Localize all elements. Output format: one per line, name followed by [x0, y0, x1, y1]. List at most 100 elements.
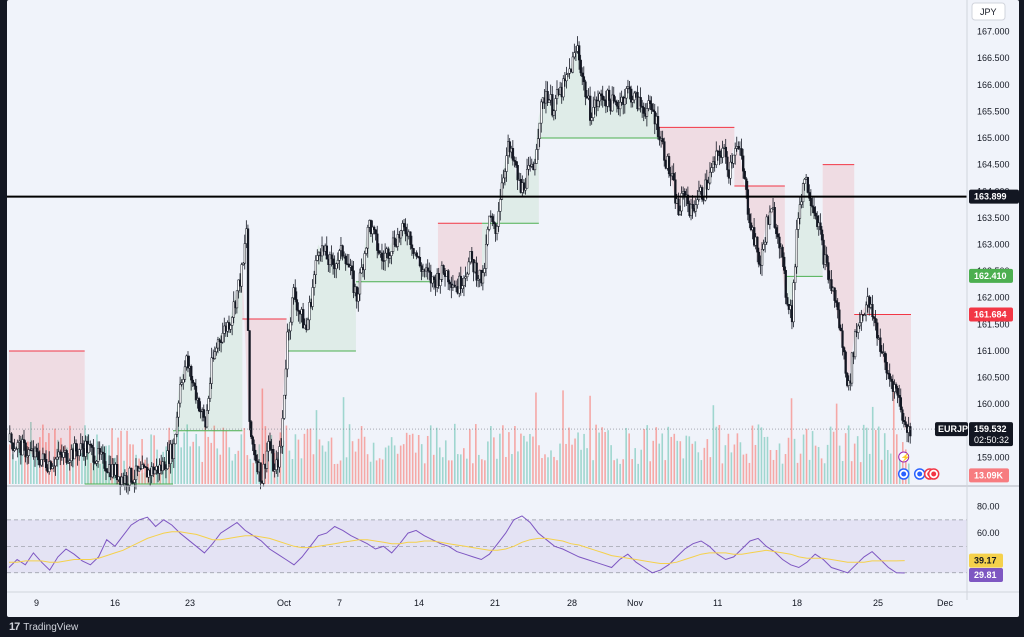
- chart-canvas[interactable]: 167.000 166.500 166.000 165.500 165.000 164.5…: [7, 0, 1019, 617]
- candle-body: [678, 210, 682, 215]
- volume-bar: [661, 433, 664, 484]
- volume-bar: [252, 462, 255, 484]
- candle-body: [548, 99, 551, 103]
- volume-bar: [547, 457, 549, 484]
- candle-body: [872, 316, 876, 319]
- volume-bar: [438, 447, 441, 484]
- volume-bar: [354, 451, 357, 484]
- candle-body: [404, 226, 407, 235]
- candle-body: [24, 442, 27, 458]
- volume-bar: [291, 459, 294, 484]
- volume-bar: [850, 461, 853, 484]
- candle-body: [527, 165, 530, 170]
- volume-bar: [526, 441, 528, 484]
- candle-body: [115, 464, 119, 481]
- candle-body: [16, 442, 19, 450]
- volume-bar: [216, 448, 219, 484]
- volume-bar: [426, 435, 429, 484]
- volume-bar: [204, 424, 207, 484]
- supertrend-fill: [173, 265, 243, 447]
- volume-bar: [691, 443, 694, 484]
- volume-bar: [312, 454, 315, 484]
- candle-body: [768, 211, 772, 225]
- candle-body: [896, 388, 899, 396]
- volume-bar: [315, 410, 318, 484]
- volume-bar: [610, 445, 612, 484]
- candle-body: [614, 100, 617, 103]
- volume-bar: [742, 454, 745, 484]
- rsi-tick-label: 80.00: [977, 502, 1000, 512]
- candle-body: [797, 218, 800, 230]
- volume-bar: [75, 445, 77, 484]
- candle-body: [844, 351, 847, 374]
- flash-event-icon: [898, 451, 910, 463]
- volume-bar: [487, 441, 489, 484]
- candle-body: [448, 281, 452, 285]
- volume-bar: [517, 451, 519, 484]
- rsi-label-box: [969, 568, 1003, 583]
- candle-body: [402, 223, 406, 228]
- volume-bar: [78, 454, 80, 484]
- candle-body: [486, 229, 489, 245]
- candle-body: [890, 378, 893, 382]
- volume-bar: [387, 445, 390, 484]
- volume-bar: [153, 435, 155, 484]
- time-tick-label: 11: [713, 598, 722, 608]
- supertrend-fill: [9, 350, 85, 463]
- candle-body: [488, 215, 491, 230]
- volume-bar: [102, 446, 104, 484]
- volume-bar: [423, 463, 426, 484]
- candle-body: [808, 192, 811, 199]
- volume-bar: [402, 444, 405, 484]
- candle-body: [674, 179, 677, 204]
- volume-bar: [393, 445, 396, 484]
- volume-bar: [390, 437, 393, 484]
- candle-body: [571, 56, 575, 73]
- candle-body: [601, 95, 604, 100]
- volume-bar: [463, 448, 465, 484]
- volume-bar: [33, 459, 35, 484]
- volume-bar: [712, 405, 715, 484]
- candle-body: [194, 385, 198, 401]
- candle-body: [642, 107, 645, 114]
- volume-bar: [694, 441, 697, 484]
- volume-bar: [796, 462, 799, 484]
- candle-body: [311, 287, 314, 307]
- candle-body: [806, 177, 809, 193]
- volume-bar: [177, 405, 179, 484]
- tradingview-logo[interactable]: 17 TradingView: [9, 621, 78, 633]
- candle-body: [596, 100, 600, 107]
- rsi-ma-label-box: [969, 553, 1003, 568]
- candle-body: [439, 279, 442, 286]
- volume-bar: [54, 428, 56, 484]
- volume-bar: [562, 390, 564, 484]
- volume-bar: [856, 436, 859, 484]
- candle-body: [347, 263, 351, 268]
- volume-bar: [336, 463, 339, 484]
- candle-body: [384, 252, 387, 261]
- candle-body: [418, 256, 422, 266]
- volume-bar: [63, 445, 65, 484]
- candle-body: [628, 86, 631, 90]
- supertrend-up-label: 162.410: [974, 271, 1007, 281]
- volume-bar: [499, 433, 501, 484]
- price-tick-label: 166.000: [977, 80, 1010, 90]
- candle-body: [243, 243, 247, 264]
- candle-body: [180, 382, 183, 385]
- candle-body: [371, 226, 374, 235]
- candle-body: [726, 156, 729, 171]
- chart-panel[interactable]: 167.000 166.500 166.000 165.500 165.000 164.5…: [7, 0, 1019, 617]
- candle-body: [511, 148, 515, 161]
- volume-bar: [604, 432, 606, 484]
- volume-bar: [820, 458, 823, 484]
- volume-bar: [51, 460, 53, 484]
- candle-body: [798, 204, 802, 219]
- candle-body: [762, 243, 765, 250]
- volume-bar: [721, 463, 724, 484]
- volume-bar: [862, 424, 865, 484]
- candle-body: [708, 171, 712, 184]
- candle-body: [387, 248, 390, 259]
- candle-body: [67, 462, 70, 464]
- price-tick-label: 159.000: [977, 452, 1010, 462]
- volume-bar: [225, 430, 228, 484]
